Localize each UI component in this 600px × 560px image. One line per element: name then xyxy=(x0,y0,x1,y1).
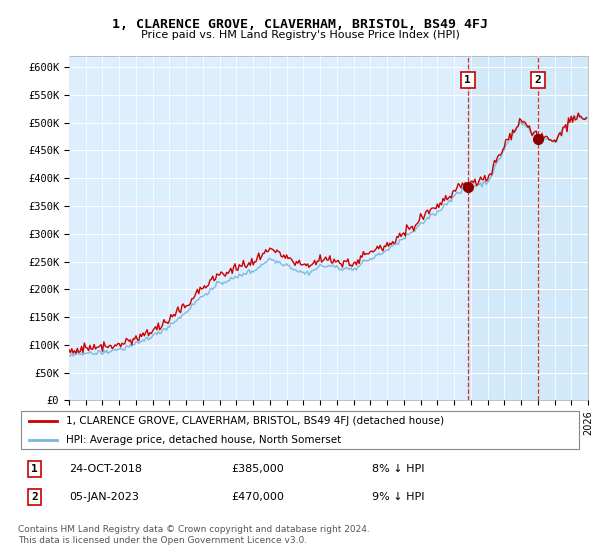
Text: 24-OCT-2018: 24-OCT-2018 xyxy=(69,464,142,474)
Text: £385,000: £385,000 xyxy=(231,464,284,474)
Text: Price paid vs. HM Land Registry's House Price Index (HPI): Price paid vs. HM Land Registry's House … xyxy=(140,30,460,40)
Text: 2: 2 xyxy=(31,492,38,502)
Text: 2: 2 xyxy=(535,75,541,85)
Text: £470,000: £470,000 xyxy=(231,492,284,502)
Text: 8% ↓ HPI: 8% ↓ HPI xyxy=(372,464,425,474)
Text: 1: 1 xyxy=(31,464,38,474)
Bar xyxy=(468,56,588,400)
FancyBboxPatch shape xyxy=(21,411,579,449)
Text: 1: 1 xyxy=(464,75,471,85)
Text: HPI: Average price, detached house, North Somerset: HPI: Average price, detached house, Nort… xyxy=(66,435,341,445)
Text: 05-JAN-2023: 05-JAN-2023 xyxy=(69,492,139,502)
Text: Contains HM Land Registry data © Crown copyright and database right 2024.
This d: Contains HM Land Registry data © Crown c… xyxy=(18,525,370,545)
Text: 1, CLARENCE GROVE, CLAVERHAM, BRISTOL, BS49 4FJ (detached house): 1, CLARENCE GROVE, CLAVERHAM, BRISTOL, B… xyxy=(66,416,444,426)
Text: 9% ↓ HPI: 9% ↓ HPI xyxy=(372,492,425,502)
Text: 1, CLARENCE GROVE, CLAVERHAM, BRISTOL, BS49 4FJ: 1, CLARENCE GROVE, CLAVERHAM, BRISTOL, B… xyxy=(112,18,488,31)
